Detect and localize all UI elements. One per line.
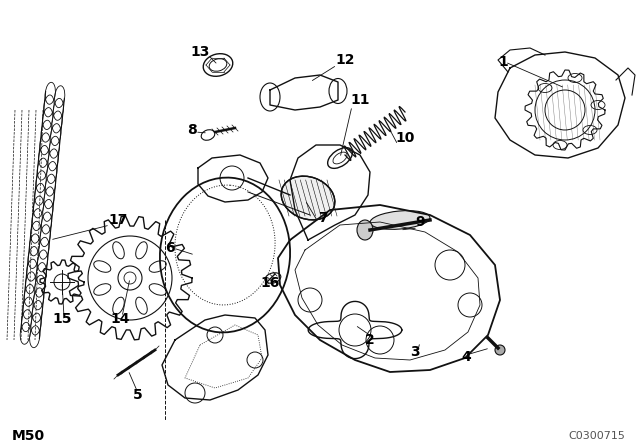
- Text: 4: 4: [461, 350, 471, 364]
- Text: 14: 14: [110, 312, 130, 326]
- Text: 17: 17: [108, 213, 127, 227]
- Text: 6: 6: [165, 241, 175, 255]
- Text: 5: 5: [133, 388, 143, 402]
- Text: 16: 16: [260, 276, 280, 290]
- Text: 7: 7: [318, 211, 328, 225]
- Ellipse shape: [357, 220, 373, 240]
- Text: 2: 2: [365, 333, 375, 347]
- Text: 13: 13: [191, 45, 210, 59]
- Text: 10: 10: [395, 131, 414, 145]
- Text: 3: 3: [410, 345, 420, 359]
- Text: M50: M50: [12, 429, 45, 443]
- Text: 15: 15: [52, 312, 72, 326]
- Text: 11: 11: [350, 93, 369, 107]
- Ellipse shape: [370, 211, 430, 229]
- Circle shape: [495, 345, 505, 355]
- Text: C0300715: C0300715: [568, 431, 625, 441]
- Ellipse shape: [281, 176, 335, 220]
- Text: 9: 9: [415, 215, 424, 229]
- Text: 1: 1: [498, 55, 508, 69]
- Text: 8: 8: [188, 123, 197, 137]
- Text: 12: 12: [335, 53, 355, 67]
